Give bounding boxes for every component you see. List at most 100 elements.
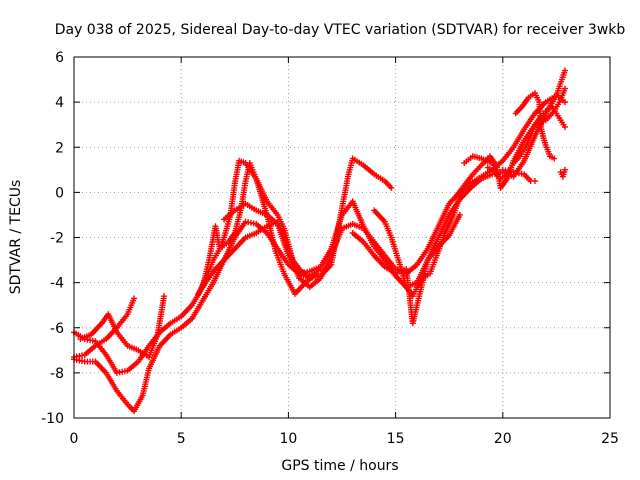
data-point-trail [255, 222, 269, 235]
data-point-trail [232, 207, 244, 234]
data-point-trail [415, 276, 426, 289]
data-point-trail [115, 313, 130, 329]
data-point-trail [245, 219, 257, 227]
y-tick-label: -8 [50, 366, 64, 382]
data-point [561, 123, 568, 130]
y-tick-label: 4 [55, 95, 64, 111]
data-point-trail [309, 273, 321, 281]
data-point-trail [504, 160, 516, 180]
data-point-trail [511, 139, 527, 162]
data-point-trail [541, 137, 548, 146]
series-track-13 [512, 90, 558, 162]
data-point-trail [471, 164, 483, 176]
y-tick-label: -6 [50, 321, 64, 337]
data-point-trail [84, 336, 96, 344]
y-tick-label: -2 [50, 231, 64, 247]
data-point-trail [190, 299, 205, 320]
data-point [551, 155, 558, 162]
data-point-trail [471, 153, 483, 161]
data-point-trail [372, 254, 387, 269]
data-point-trail [232, 160, 242, 185]
data-point-trail [83, 344, 97, 357]
data-point-trail [544, 110, 556, 122]
data-point-trail [273, 250, 287, 275]
data-point-trail [140, 367, 152, 397]
data-point-trail [518, 148, 526, 157]
data-point-trail [132, 394, 145, 413]
data-point-trail [498, 177, 509, 190]
data-point-trail [222, 236, 237, 261]
data-point-trail [427, 250, 441, 275]
data-point-trail [436, 214, 452, 239]
data-point-trail [362, 240, 376, 257]
data-point-trail [286, 254, 301, 275]
x-tick-label: 25 [601, 431, 619, 447]
data-point-trail [415, 247, 430, 266]
data-point-trail [115, 389, 130, 406]
data-point-trail [527, 91, 536, 100]
data-point-trail [384, 265, 397, 276]
data-point-trail [255, 208, 268, 217]
y-tick-label: -10 [41, 411, 64, 427]
data-point [161, 293, 168, 300]
data-point-trail [422, 272, 431, 280]
data-point-trail [447, 214, 462, 237]
data-point-trail [200, 281, 216, 302]
data-point-trail [544, 105, 553, 113]
data-point-trail [382, 221, 394, 239]
data-point-trail [410, 286, 419, 297]
data-point-trail [454, 184, 466, 198]
data-point-trail [226, 231, 237, 244]
data-point-trail [560, 169, 568, 178]
data-marks [71, 67, 568, 415]
data-point-trail [469, 177, 483, 190]
data-point-trail [499, 172, 508, 181]
data-point-trail [501, 146, 515, 162]
data-point-trail [362, 163, 376, 176]
series-track-9 [371, 193, 463, 300]
data-point-trail [436, 202, 452, 228]
data-point-trail [89, 321, 104, 336]
data-point-trail [180, 317, 194, 330]
plot-frame [73, 56, 611, 419]
y-tick-label: 6 [55, 50, 64, 66]
data-point-trail [511, 128, 526, 149]
data-point-trail [319, 263, 333, 278]
data-point-trail [211, 248, 222, 261]
data-point-trail [253, 178, 270, 216]
data-point-trail [94, 360, 108, 375]
x-tick-label: 10 [279, 431, 297, 447]
series-track-2 [71, 67, 568, 415]
data-point-trail [106, 313, 119, 334]
data-point-trail [488, 155, 499, 167]
data-point-trail [351, 221, 365, 231]
data-point-trail [341, 221, 354, 231]
data-point-trail [155, 295, 167, 336]
data-point-trail [281, 227, 296, 261]
data-point-trail [169, 314, 183, 325]
data-point-trail [243, 162, 258, 180]
data-point-trail [522, 173, 533, 183]
data-point-trail [486, 166, 496, 174]
data-point-trail [318, 247, 334, 268]
data-point [131, 295, 138, 302]
data-point-trail [115, 331, 130, 347]
data-point-trail [276, 247, 291, 266]
data-point-trail [125, 297, 137, 315]
data-point-trail [158, 333, 172, 348]
x-axis-label: GPS time / hours [281, 458, 398, 474]
data-point-trail [328, 218, 343, 266]
data-point-trail [238, 158, 247, 166]
data-point-trail [169, 326, 183, 337]
data-point-trail [146, 333, 160, 358]
data-point-trail [389, 236, 403, 266]
data-point-trail [520, 96, 531, 108]
y-axis-label: SDTVAR / TECUs [8, 180, 24, 295]
data-point-trail [533, 92, 542, 103]
grid-lines [74, 57, 610, 418]
y-tick-label: -4 [50, 276, 64, 292]
data-point [456, 211, 463, 218]
data-point [561, 99, 568, 106]
data-point-trail [147, 344, 162, 370]
